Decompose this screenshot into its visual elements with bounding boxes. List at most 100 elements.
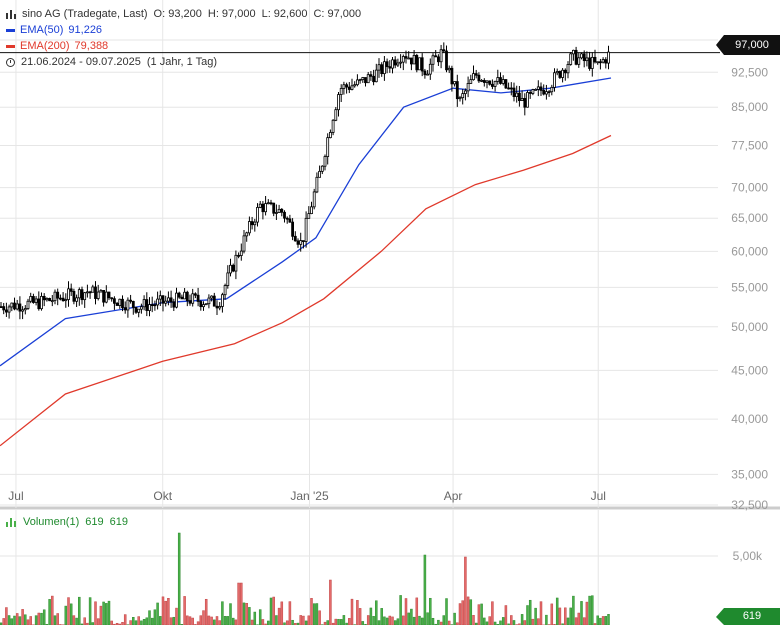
- price-tick-label: 32,500: [731, 498, 768, 512]
- candle-body: [285, 217, 289, 220]
- candle-body: [547, 91, 551, 94]
- volume-bar: [599, 617, 602, 625]
- open-value: O: 93,200: [153, 8, 202, 20]
- candle-body: [304, 217, 308, 242]
- candle-body: [115, 302, 119, 306]
- volume-bar: [469, 599, 473, 625]
- candle-body: [118, 298, 122, 306]
- candle-body: [301, 240, 305, 243]
- volume-bar: [240, 582, 243, 625]
- volume-bar: [445, 598, 448, 625]
- last-volume-tag: 619: [716, 608, 780, 625]
- candle-body: [204, 303, 208, 306]
- volume-bar: [580, 601, 583, 625]
- volume-bar: [520, 614, 524, 625]
- candle-body: [99, 290, 103, 293]
- candle-body: [72, 290, 76, 302]
- volume-bar: [48, 599, 51, 625]
- candle-body: [32, 296, 35, 303]
- price-tick-label: 45,000: [731, 363, 768, 377]
- candle-body: [104, 291, 108, 303]
- candle-body: [412, 54, 416, 65]
- volume-bar: [51, 595, 54, 625]
- volume-bar: [326, 620, 329, 625]
- volume-bar: [186, 615, 189, 625]
- volume-bar: [15, 613, 19, 625]
- candle-body: [574, 49, 578, 65]
- candle-body: [102, 290, 105, 303]
- volume-bar: [231, 617, 235, 625]
- candle-body: [418, 57, 421, 71]
- candle-body: [482, 80, 486, 83]
- candle-body: [185, 291, 189, 302]
- candle-body: [558, 71, 562, 78]
- volume-bar: [528, 599, 532, 625]
- volume-bars-icon: [6, 517, 16, 527]
- volume-bar: [453, 612, 456, 625]
- price-tick-label: 60,000: [731, 244, 768, 258]
- candle-body: [496, 77, 500, 82]
- candle-body: [374, 69, 378, 83]
- candle-body: [428, 63, 432, 75]
- volume-bar: [407, 612, 410, 625]
- volume-bar: [148, 610, 151, 625]
- candle-body: [474, 73, 478, 76]
- price-tick-label: 85,000: [731, 100, 768, 114]
- candle-body: [166, 297, 170, 302]
- volume-bar: [534, 607, 537, 625]
- ohlc-row: sino AG (Tradegate, Last) O: 93,200 H: 9…: [6, 6, 367, 22]
- volume-bar: [7, 615, 11, 625]
- volume-bar: [188, 616, 192, 625]
- time-tick-label: Apr: [444, 489, 463, 503]
- volume-bar: [418, 615, 421, 625]
- candle-body: [229, 264, 232, 274]
- candle-body: [150, 304, 154, 306]
- candle-body: [53, 291, 57, 302]
- volume-bar: [78, 596, 81, 625]
- candle-body: [582, 53, 586, 62]
- candle-body: [7, 306, 11, 313]
- candle-body: [388, 66, 392, 69]
- ema50-legend[interactable]: EMA(50) 91,226: [6, 22, 367, 38]
- candle-body: [45, 298, 49, 301]
- time-tick-label: Jan '25: [290, 489, 329, 503]
- candle-body: [226, 272, 230, 286]
- volume-bar: [21, 609, 24, 625]
- volume-bar: [29, 616, 32, 625]
- candle-body: [315, 176, 319, 193]
- candle-body: [353, 84, 357, 87]
- volume-bar: [339, 619, 343, 625]
- volume-bar: [177, 532, 181, 625]
- candle-body: [153, 304, 157, 307]
- volume-bar: [172, 616, 176, 625]
- ema200-legend[interactable]: EMA(200) 79,388: [6, 38, 367, 54]
- candle-body: [472, 73, 475, 81]
- candle-body: [266, 202, 270, 205]
- volume-bar: [137, 616, 140, 625]
- volume-bar: [248, 607, 251, 625]
- candle-body: [566, 64, 570, 74]
- volume-bar: [302, 615, 305, 625]
- volume-bar: [2, 618, 5, 625]
- candle-body: [512, 87, 516, 98]
- candle-body: [447, 67, 451, 71]
- candle-body: [415, 54, 419, 71]
- candle-body: [13, 302, 16, 310]
- volume-bar: [96, 618, 100, 625]
- candle-body: [2, 306, 6, 311]
- candle-body: [345, 84, 349, 88]
- candle-body: [123, 307, 127, 311]
- volume-bar: [245, 603, 248, 625]
- ema200-path: [0, 134, 612, 447]
- volume-bar: [307, 615, 311, 625]
- candle-body: [274, 212, 278, 214]
- volume-bar: [94, 601, 97, 625]
- volume-bar: [199, 615, 203, 625]
- candle-body: [202, 304, 205, 308]
- volume-bar: [334, 618, 338, 625]
- candle-body: [193, 293, 197, 296]
- volume-bar: [337, 618, 340, 625]
- candle-body: [69, 288, 73, 292]
- candle-body: [420, 57, 424, 72]
- candle-body: [450, 67, 454, 85]
